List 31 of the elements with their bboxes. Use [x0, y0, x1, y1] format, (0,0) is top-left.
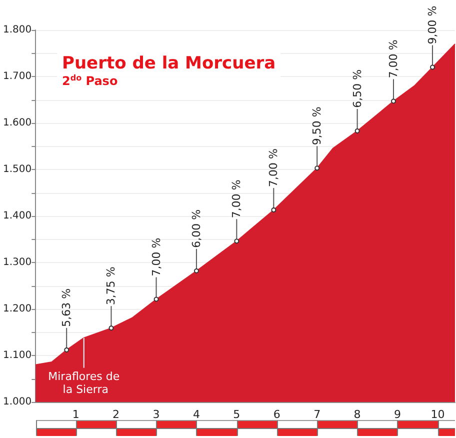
x-tick-label: 9: [394, 408, 401, 421]
annotation: 3,75 %: [104, 266, 118, 306]
x-tick-label: 3: [152, 408, 160, 421]
annotation: 7,00 %: [386, 40, 400, 78]
x-tick-label: 2: [112, 408, 120, 421]
annotation: 7,00 %: [267, 148, 280, 187]
x-tick-label: 6: [273, 408, 280, 421]
annotation: 6,00 %: [190, 209, 203, 248]
annotation: 9,50 %: [310, 106, 324, 146]
text: Puerto de la Morcuera: [62, 54, 276, 74]
y-tick-label: 1.100: [2, 350, 32, 361]
y-tick-label: 1.000: [2, 396, 32, 408]
annotation: 6,50 %: [350, 69, 364, 108]
y-tick-label: 1.400: [2, 210, 32, 222]
x-tick-label: 4: [192, 408, 200, 421]
y-tick-label: 1.700: [2, 71, 32, 82]
annotation: 7,00 %: [150, 238, 163, 276]
ref-line-label: Miraflores de la Sierra: [48, 370, 120, 396]
y-tick-label: 1.800: [2, 24, 32, 36]
annotation: 7,00 %: [230, 180, 244, 218]
x-tick-label: 8: [354, 408, 361, 421]
y-tick-label: 1.200: [2, 304, 32, 314]
x-tick-label: 7: [314, 408, 321, 421]
y-tick-label: 1.600: [2, 118, 32, 128]
y-tick-label: 1.500: [2, 164, 32, 175]
x-tick-label: 10: [430, 408, 445, 421]
x-tick-label: 1: [72, 408, 80, 421]
annotation: 9,00 %: [426, 6, 439, 44]
x-tick-label: 5: [233, 408, 240, 421]
y-tick-label: 1.300: [2, 257, 32, 268]
annotation: 5,63 %: [60, 288, 74, 327]
